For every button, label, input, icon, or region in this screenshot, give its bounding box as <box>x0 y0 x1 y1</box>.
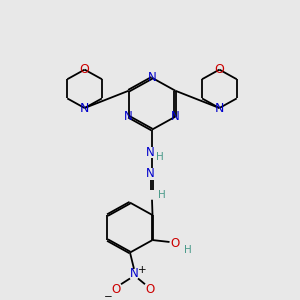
Text: +: + <box>138 265 146 275</box>
Text: O: O <box>146 283 154 296</box>
Text: N: N <box>130 267 138 280</box>
Text: H: H <box>184 245 191 255</box>
Text: N: N <box>124 110 133 123</box>
Text: N: N <box>148 71 156 84</box>
Text: N: N <box>80 101 89 115</box>
Text: H: H <box>158 190 166 200</box>
Text: N: N <box>215 101 224 115</box>
Text: N: N <box>146 167 154 180</box>
Text: O: O <box>214 63 224 76</box>
Text: H: H <box>156 152 164 161</box>
Text: N: N <box>146 146 154 159</box>
Text: O: O <box>170 237 179 250</box>
Text: O: O <box>111 283 121 296</box>
Text: −: − <box>103 292 112 300</box>
Text: O: O <box>80 63 90 76</box>
Text: N: N <box>171 110 180 123</box>
